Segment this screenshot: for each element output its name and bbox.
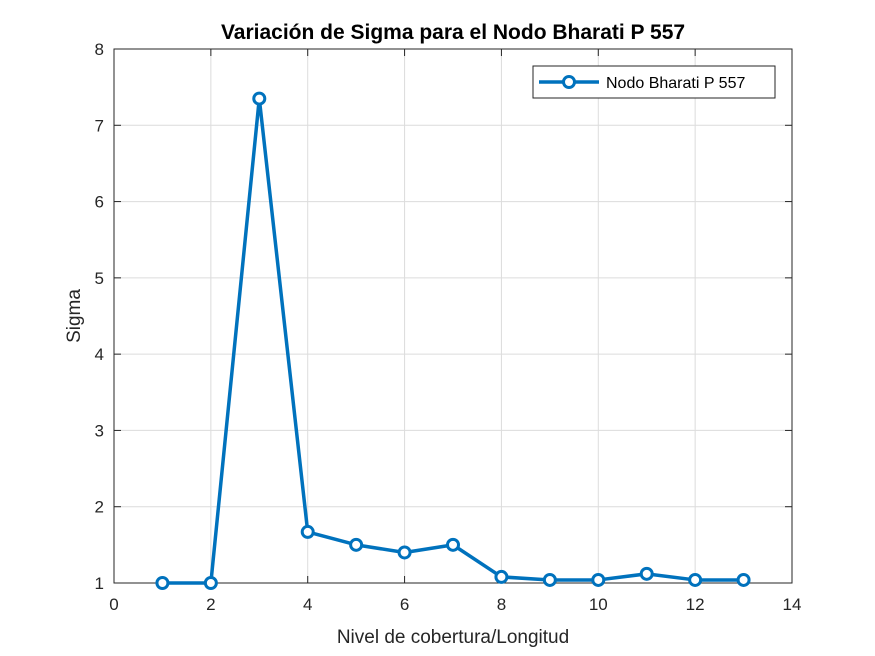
plot-area-frame [113, 48, 793, 584]
data-point [736, 572, 751, 587]
x-tick-label: 2 [206, 595, 215, 614]
data-point [349, 537, 364, 552]
y-tick-label: 1 [95, 574, 104, 593]
x-tick-label: 6 [400, 595, 409, 614]
data-point [542, 572, 557, 587]
y-tick-label: 8 [95, 40, 104, 59]
data-point [446, 537, 460, 552]
data-point [688, 572, 703, 587]
legend-label: Nodo Bharati P 557 [606, 75, 745, 92]
series-layer [155, 91, 751, 590]
y-tick-label: 7 [95, 116, 104, 135]
data-point [203, 576, 218, 590]
data-point [494, 569, 509, 584]
data-point [252, 91, 267, 106]
x-tick-label: 10 [589, 595, 608, 614]
x-axis-label: Nivel de cobertura/Longitud [337, 627, 569, 648]
data-point [397, 545, 412, 560]
series-line [160, 96, 746, 585]
data-point [155, 576, 170, 590]
y-tick-label: 5 [95, 269, 104, 288]
y-tick-label: 3 [95, 421, 104, 440]
x-tick-label: 14 [783, 595, 802, 614]
data-point [639, 566, 654, 581]
y-tick-label: 6 [95, 193, 104, 212]
x-tick-label: 0 [109, 595, 118, 614]
y-tick-label: 4 [95, 345, 104, 364]
legend: Nodo Bharati P 557 [532, 65, 776, 99]
data-point [591, 572, 606, 587]
grid [113, 48, 793, 584]
x-tick-label: 12 [686, 595, 705, 614]
y-axis-label: Sigma [64, 289, 85, 343]
chart-title: Variación de Sigma para el Nodo Bharati … [221, 21, 685, 44]
legend-marker [562, 75, 576, 89]
y-tick-label: 2 [95, 498, 104, 517]
x-tick-label: 4 [303, 595, 312, 614]
x-tick-label: 8 [497, 595, 506, 614]
data-point [300, 524, 315, 539]
